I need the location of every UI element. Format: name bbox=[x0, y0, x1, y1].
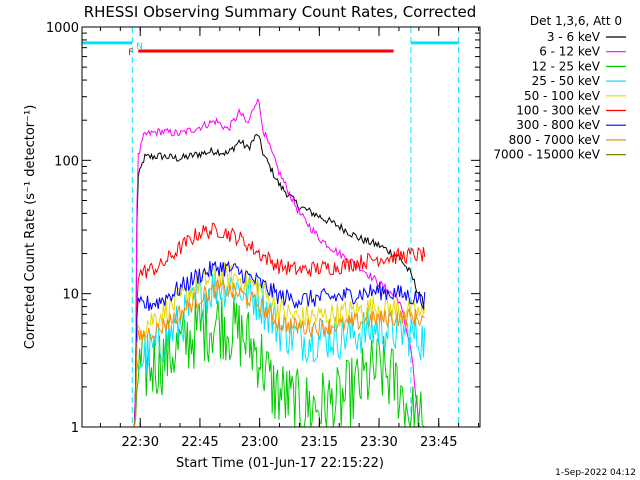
x-tick-label: 22:30 bbox=[122, 435, 159, 450]
plot-frame bbox=[81, 26, 481, 428]
legend-label: 3 - 6 keV bbox=[547, 30, 601, 44]
legend-label: 50 - 100 keV bbox=[524, 89, 601, 103]
x-tick-label: 22:45 bbox=[181, 435, 218, 450]
y-tick-label: 1000 bbox=[46, 21, 79, 36]
y-axis-label: Corrected Count Rate (s⁻¹ detector⁻¹) bbox=[23, 105, 38, 350]
series-line-25-50-kev bbox=[110, 269, 426, 427]
x-tick-label: 23:15 bbox=[301, 435, 338, 450]
series-line-3-6-kev bbox=[110, 133, 425, 427]
y-tick-label: 1 bbox=[71, 421, 79, 436]
night-flag-label: N bbox=[136, 42, 143, 52]
series-line-6-12-kev bbox=[110, 98, 419, 427]
legend-label: 300 - 800 keV bbox=[516, 118, 600, 132]
legend-label: 6 - 12 keV bbox=[539, 45, 601, 59]
series-line-100-300-kev bbox=[110, 222, 426, 427]
series-line-300-800-kev bbox=[110, 260, 426, 427]
legend-label: 25 - 50 keV bbox=[532, 74, 601, 88]
series-line-50-100-kev bbox=[110, 261, 426, 427]
x-tick-label: 23:45 bbox=[420, 435, 457, 450]
y-tick-label: 10 bbox=[62, 288, 79, 303]
x-tick-label: 23:00 bbox=[241, 435, 278, 450]
axes: 22:30 22:45 23:00 23:15 23:30 23:45 1 10 100 1000 bbox=[46, 21, 480, 450]
x-axis-label: Start Time (01-Jun-17 22:15:22) bbox=[176, 456, 384, 471]
series-line-800-7000-kev bbox=[110, 278, 425, 427]
plot-area: FN bbox=[82, 27, 460, 427]
y-tick-label: 100 bbox=[54, 154, 79, 169]
legend-label: 100 - 300 keV bbox=[516, 104, 600, 118]
legend-label: 12 - 25 keV bbox=[532, 59, 601, 73]
chart-title: RHESSI Observing Summary Count Rates, Co… bbox=[84, 3, 477, 21]
legend-label: 7000 - 15000 keV bbox=[493, 148, 600, 162]
flare-flag-label: F bbox=[128, 48, 133, 58]
series-line-12-25-kev bbox=[110, 293, 426, 427]
legend-title: Det 1,3,6, Att 0 bbox=[530, 14, 622, 28]
x-tick-label: 23:30 bbox=[360, 435, 397, 450]
legend-label: 800 - 7000 keV bbox=[509, 133, 601, 147]
footer-timestamp: 1-Sep-2022 04:12 bbox=[555, 468, 636, 478]
